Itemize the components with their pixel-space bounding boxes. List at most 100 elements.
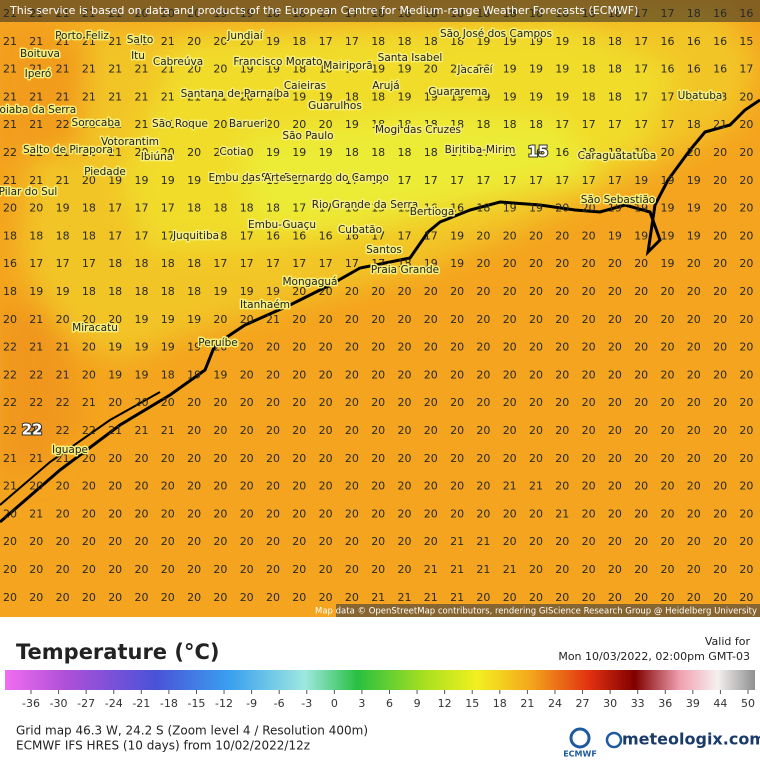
grid-value: 20 — [687, 396, 701, 409]
grid-value: 20 — [661, 535, 675, 548]
grid-value: 20 — [240, 480, 254, 493]
grid-value: 20 — [319, 118, 333, 131]
grid-value: 20 — [135, 535, 149, 548]
grid-value: 19 — [135, 341, 149, 354]
grid-value: 20 — [371, 341, 385, 354]
grid-value: 20 — [266, 368, 280, 381]
grid-value: 20 — [345, 285, 359, 298]
grid-value: 20 — [687, 507, 701, 520]
grid-value: 20 — [266, 452, 280, 465]
grid-value: 21 — [56, 146, 70, 159]
grid-value: 20 — [266, 396, 280, 409]
grid-value: 20 — [608, 341, 622, 354]
grid-value: 20 — [634, 257, 648, 270]
grid-value: 20 — [319, 341, 333, 354]
grid-value: 20 — [56, 535, 70, 548]
grid-value: 19 — [240, 63, 254, 76]
grid-value: 20 — [555, 591, 569, 604]
grid-value: 20 — [187, 35, 201, 48]
city-label: Biritiba-Mirim — [445, 144, 516, 156]
grid-value: 17 — [608, 174, 622, 187]
grid-value: 20 — [398, 563, 412, 576]
grid-value: 19 — [161, 313, 175, 326]
city-label: Miracatu — [72, 322, 118, 334]
grid-value: 16 — [687, 90, 701, 103]
grid-value: 20 — [424, 535, 438, 548]
grid-value: 20 — [529, 507, 543, 520]
grid-value: 20 — [634, 368, 648, 381]
grid-value: 20 — [135, 452, 149, 465]
grid-value: 20 — [476, 452, 490, 465]
grid-value: 21 — [371, 591, 385, 604]
grid-value: 20 — [608, 368, 622, 381]
city-label: Bertioga — [410, 206, 455, 218]
grid-value: 21 — [135, 90, 149, 103]
grid-value: 20 — [555, 257, 569, 270]
grid-value: 18 — [608, 90, 622, 103]
grid-value: 20 — [555, 313, 569, 326]
grid-value: 20 — [371, 285, 385, 298]
grid-value: 20 — [555, 535, 569, 548]
grid-value: 20 — [713, 202, 727, 215]
grid-value: 20 — [108, 507, 122, 520]
grid-value: 20 — [292, 313, 306, 326]
color-bar — [5, 670, 755, 690]
grid-value: 20 — [608, 591, 622, 604]
grid-value: 20 — [713, 368, 727, 381]
grid-value: 20 — [240, 341, 254, 354]
grid-value: 20 — [108, 313, 122, 326]
grid-value: 17 — [319, 257, 333, 270]
grid-value: 20 — [739, 90, 753, 103]
grid-value: 18 — [450, 35, 464, 48]
grid-value: 19 — [56, 285, 70, 298]
grid-value: 20 — [739, 229, 753, 242]
temperature-shading — [0, 10, 760, 470]
grid-value: 20 — [292, 591, 306, 604]
grid-value: 20 — [450, 341, 464, 354]
grid-value: 20 — [661, 368, 675, 381]
city-label: Rio Grande da Serra — [312, 199, 418, 211]
grid-value: 20 — [398, 507, 412, 520]
grid-value: 20 — [634, 535, 648, 548]
grid-value: 18 — [450, 118, 464, 131]
grid-value: 20 — [187, 535, 201, 548]
grid-value: 20 — [661, 146, 675, 159]
grid-value: 20 — [582, 202, 596, 215]
grid-value: 20 — [424, 507, 438, 520]
grid-value: 21 — [3, 35, 17, 48]
grid-value: 20 — [240, 424, 254, 437]
city-label: São Bernardo do Campo — [261, 172, 389, 184]
grid-value: 21 — [161, 90, 175, 103]
grid-value: 19 — [213, 174, 227, 187]
grid-value: 17 — [476, 146, 490, 159]
city-label: Praia Grande — [371, 264, 439, 276]
grid-value: 20 — [582, 229, 596, 242]
grid-value: 18 — [82, 285, 96, 298]
grid-value: 20 — [135, 480, 149, 493]
grid-value: 16 — [687, 63, 701, 76]
grid-value: 20 — [713, 174, 727, 187]
grid-value: 20 — [503, 285, 517, 298]
grid-value: 18 — [398, 257, 412, 270]
grid-value: 20 — [529, 368, 543, 381]
city-label: Barueri — [229, 118, 267, 130]
grid-value: 20 — [608, 424, 622, 437]
grid-value: 20 — [187, 480, 201, 493]
grid-value: 21 — [476, 535, 490, 548]
grid-value: 21 — [3, 174, 17, 187]
grid-value: 20 — [503, 424, 517, 437]
grid-value: 16 — [555, 146, 569, 159]
city-label: Ubatuba — [678, 90, 723, 102]
grid-value: 17 — [82, 257, 96, 270]
grid-value: 20 — [476, 341, 490, 354]
legend-tick-label: 15 — [465, 697, 479, 710]
grid-value: 20 — [240, 35, 254, 48]
grid-value: 18 — [608, 146, 622, 159]
grid-value: 20 — [240, 146, 254, 159]
grid-value: 20 — [687, 424, 701, 437]
grid-value: 17 — [661, 90, 675, 103]
legend-tick-label: 12 — [438, 697, 452, 710]
grid-value: 19 — [29, 285, 43, 298]
grid-value: 19 — [424, 257, 438, 270]
